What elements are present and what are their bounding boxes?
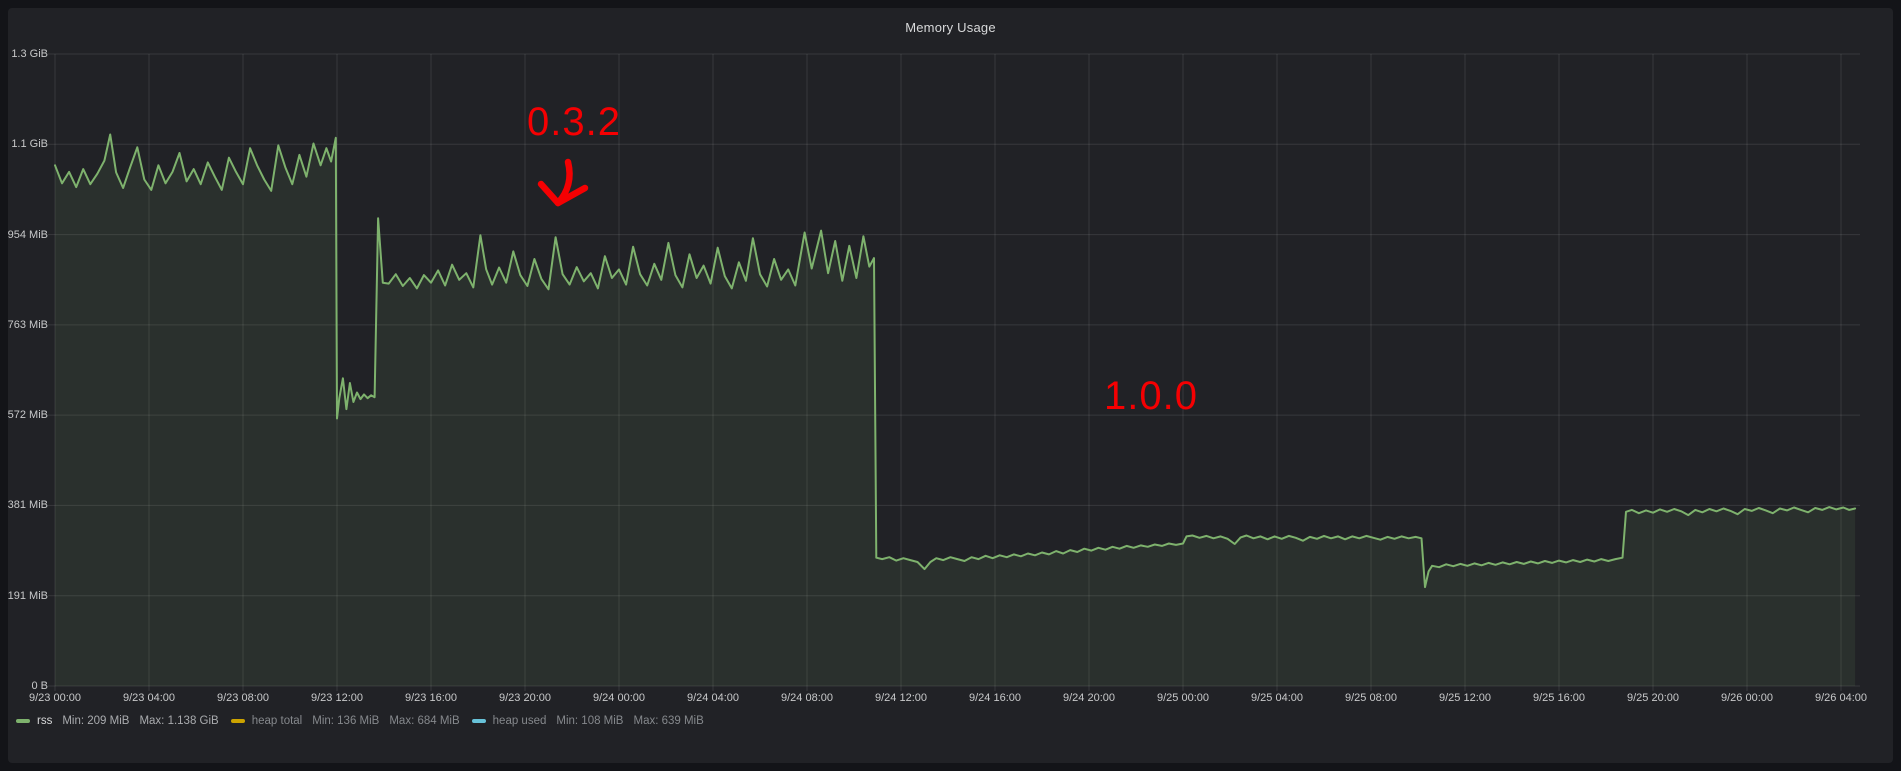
- x-axis-label: 9/26 04:00: [1815, 692, 1867, 704]
- x-axis-label: 9/24 20:00: [1063, 692, 1115, 704]
- x-axis-label: 9/26 00:00: [1721, 692, 1773, 704]
- x-axis-label: 9/25 12:00: [1439, 692, 1491, 704]
- x-axis-label: 9/23 20:00: [499, 692, 551, 704]
- x-axis-label: 9/25 00:00: [1157, 692, 1209, 704]
- legend: rss Min: 209 MiB Max: 1.138 GiB heap total M…: [16, 715, 704, 727]
- legend-series-min: Min: 108 MiB: [556, 715, 624, 727]
- release-annotation-032: 0.3.2: [527, 100, 621, 144]
- rss-line-series: [54, 133, 1857, 589]
- x-axis-label: 9/25 20:00: [1627, 692, 1679, 704]
- legend-series-max: Max: 639 MiB: [633, 715, 704, 727]
- series-color-swatch: [471, 719, 486, 723]
- legend-series-name[interactable]: heap total: [251, 715, 303, 727]
- legend-series-min: Min: 136 MiB: [312, 715, 380, 727]
- legend-item-heap-total[interactable]: heap total Min: 136 MiB Max: 684 MiB: [230, 715, 460, 727]
- x-axis-label: 9/25 16:00: [1533, 692, 1585, 704]
- y-axis-label: 1.3 GiB: [11, 48, 48, 60]
- x-axis-label: 9/23 04:00: [123, 692, 175, 704]
- legend-item-heap-used[interactable]: heap used Min: 108 MiB Max: 639 MiB: [471, 715, 704, 727]
- release-annotation-100: 1.0.0: [1104, 374, 1198, 418]
- legend-series-name[interactable]: heap used: [492, 715, 547, 727]
- x-axis-label: 9/23 16:00: [405, 692, 457, 704]
- gridlines: [48, 53, 1860, 691]
- legend-series-max: Max: 1.138 GiB: [139, 715, 219, 727]
- y-axis-label: 0 B: [31, 680, 48, 692]
- legend-item-rss[interactable]: rss Min: 209 MiB Max: 1.138 GiB: [16, 715, 219, 727]
- series-color-swatch: [230, 719, 245, 723]
- x-axis-label: 9/24 16:00: [969, 692, 1021, 704]
- x-axis-label: 9/24 12:00: [875, 692, 927, 704]
- rss-area-fill: [55, 134, 1856, 686]
- y-axis-label: 191 MiB: [7, 589, 48, 602]
- x-axis-label: 9/25 04:00: [1251, 692, 1303, 704]
- x-axis-label: 9/25 08:00: [1345, 692, 1397, 704]
- memory-usage-chart[interactable]: [48, 53, 1860, 691]
- y-axis-label: 572 MiB: [7, 409, 48, 422]
- x-axis-label: 9/24 08:00: [781, 692, 833, 704]
- memory-usage-panel: Memory Usage: [8, 8, 1893, 763]
- x-axis-label: 9/23 00:00: [29, 692, 81, 704]
- x-axis-label: 9/24 00:00: [593, 692, 645, 704]
- y-axis-label: 381 MiB: [7, 499, 48, 512]
- x-axis-label: 9/23 08:00: [217, 692, 269, 704]
- legend-series-name[interactable]: rss: [37, 715, 53, 727]
- down-arrow-annotation-icon: [537, 158, 589, 207]
- x-axis-label: 9/24 04:00: [687, 692, 739, 704]
- series-color-swatch: [16, 719, 30, 723]
- y-axis-label: 1.1 GiB: [11, 138, 48, 151]
- y-axis-label: 954 MiB: [7, 228, 48, 241]
- panel-title[interactable]: Memory Usage: [905, 20, 996, 35]
- x-axis-label: 9/23 12:00: [311, 692, 363, 704]
- y-axis-label: 763 MiB: [7, 318, 48, 331]
- legend-series-min: Min: 209 MiB: [62, 715, 130, 727]
- legend-series-max: Max: 684 MiB: [389, 715, 460, 727]
